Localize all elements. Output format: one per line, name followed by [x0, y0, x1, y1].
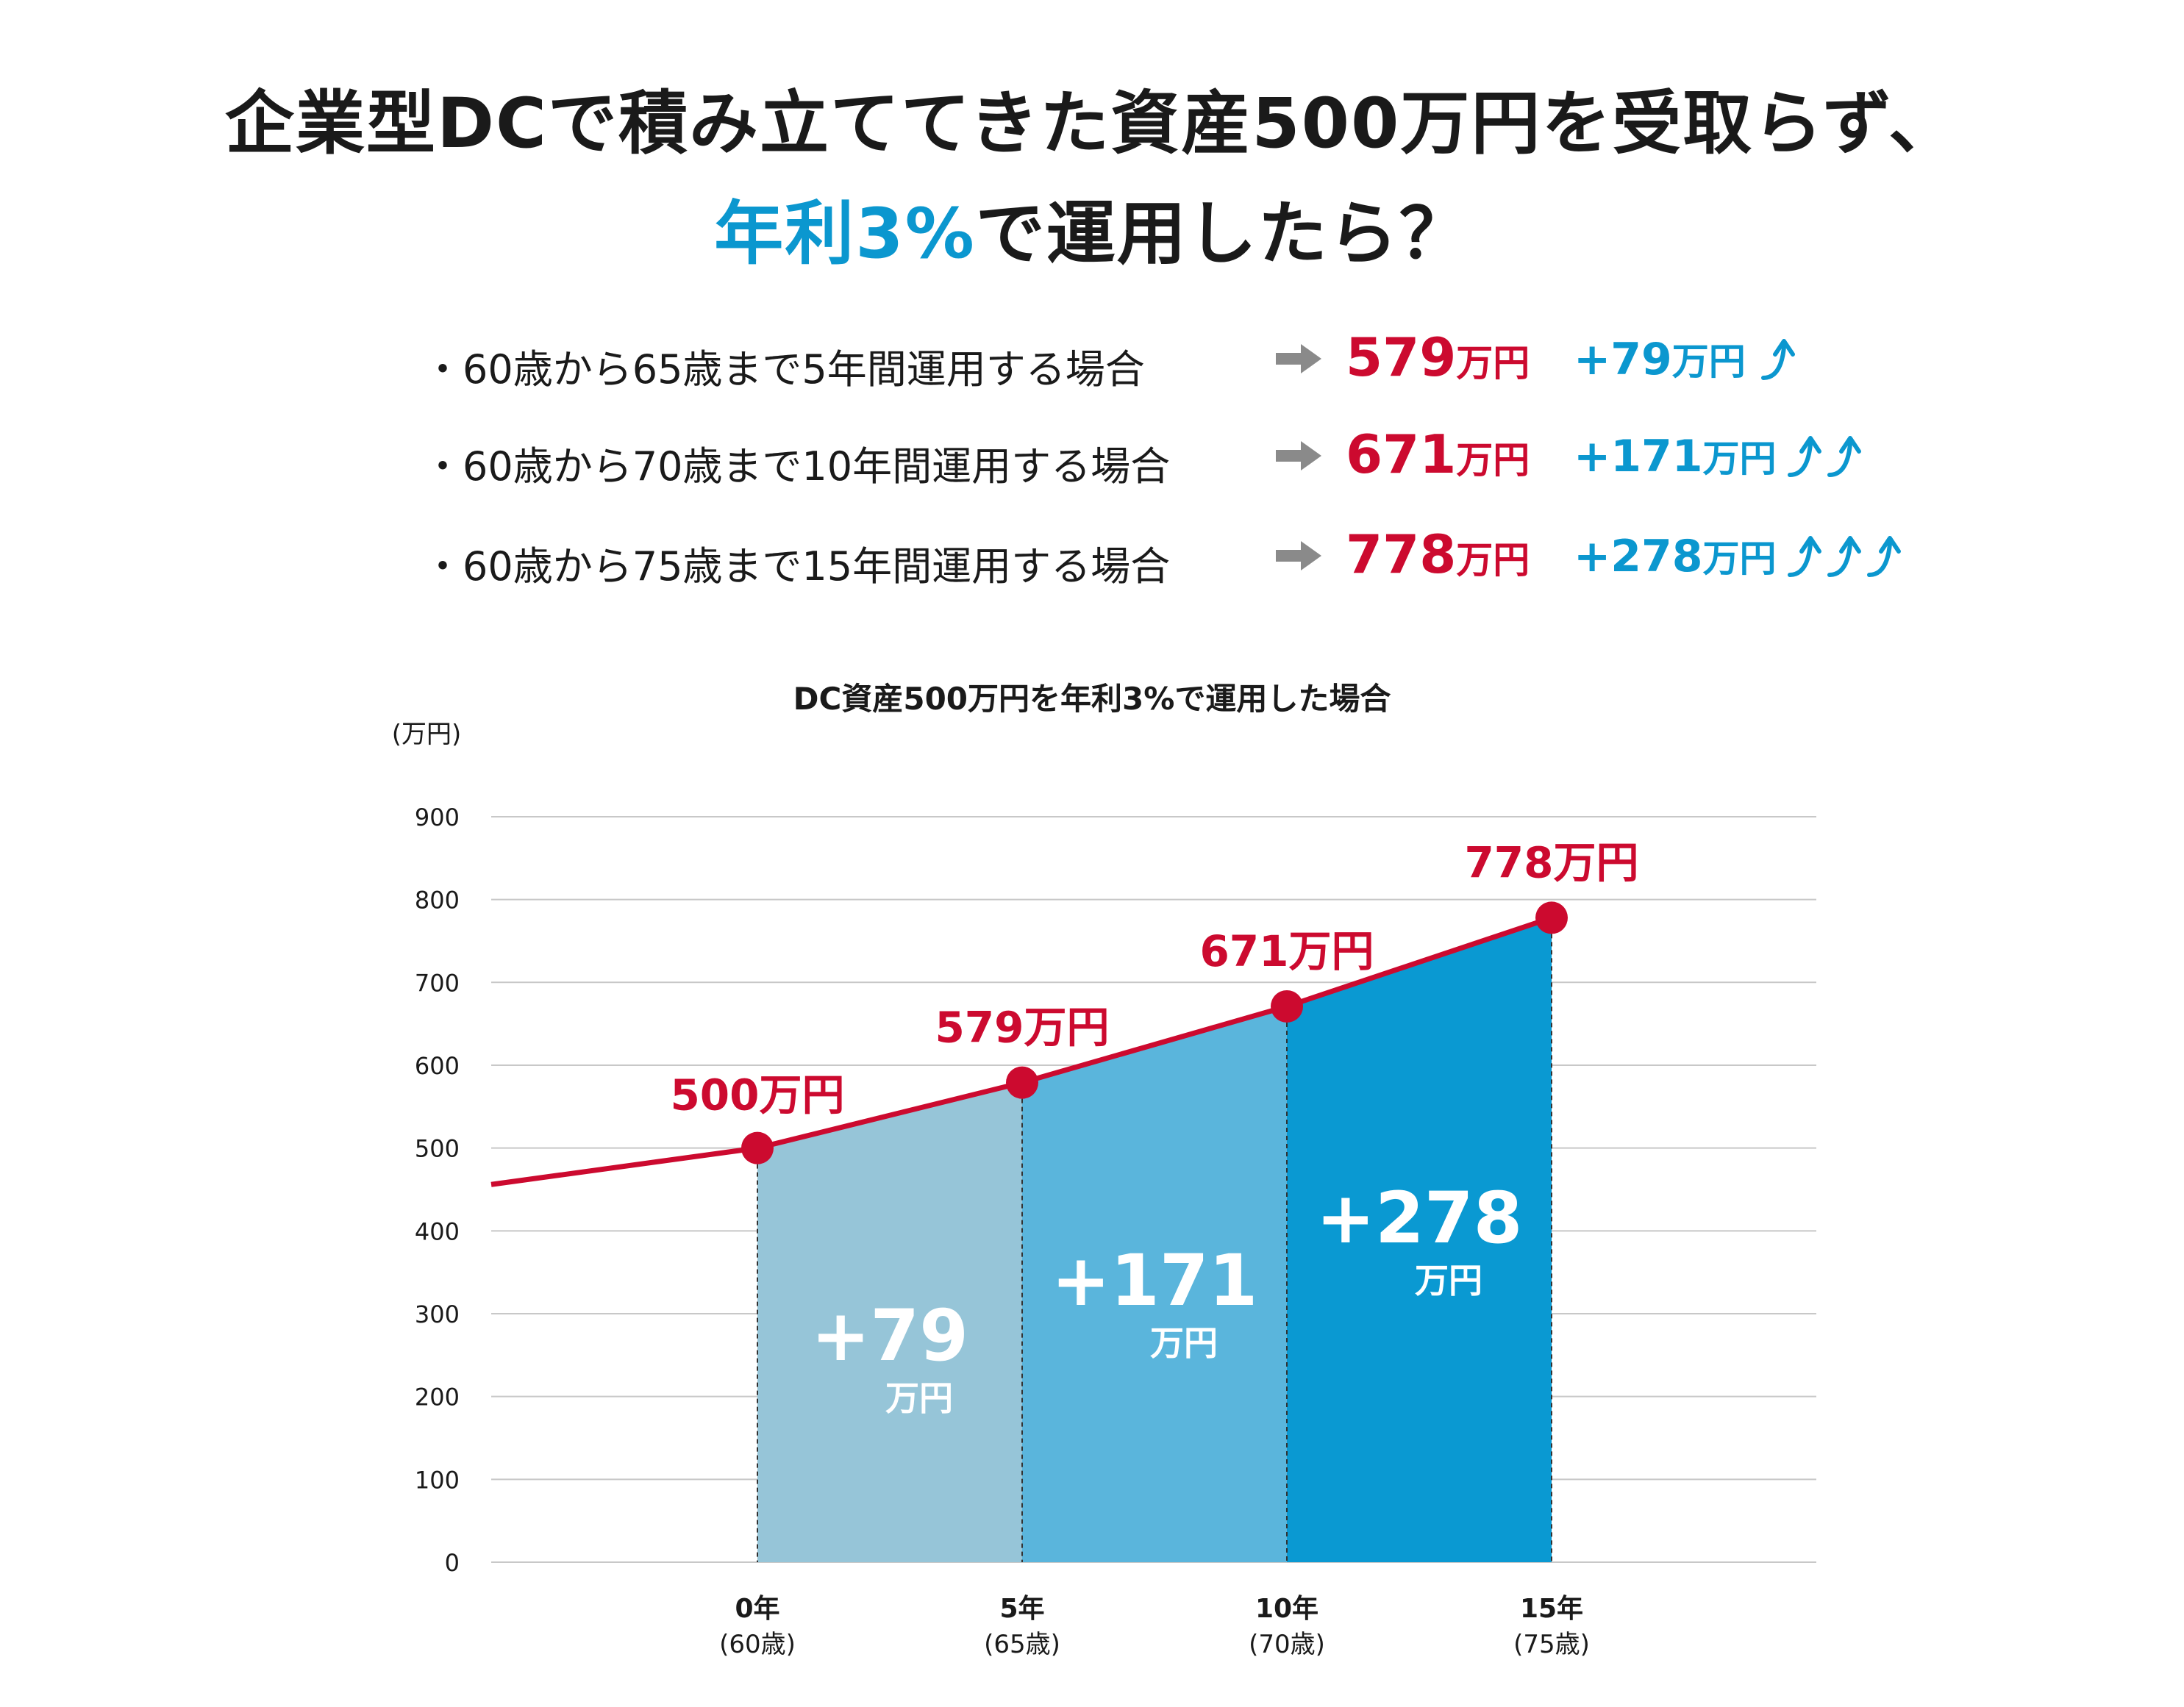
x-tick-sublabel: (75歳) — [1513, 1630, 1590, 1659]
y-tick-label: 100 — [415, 1466, 460, 1494]
data-point — [1535, 901, 1568, 934]
y-tick-label: 700 — [415, 969, 460, 997]
x-tick-label: 10年 — [1255, 1594, 1318, 1624]
data-label: 579万円 — [935, 1003, 1109, 1053]
data-label: 671万円 — [1199, 926, 1374, 976]
summary-row-15y: ・60歳から75歳まで15年間運用する場合 778万円 +278万円 — [0, 520, 2184, 590]
summary-row-5y: ・60歳から65歳まで5年間運用する場合 579万円 +79万円 — [0, 323, 2184, 393]
up-arrow-icon — [1788, 436, 1861, 477]
data-label: 500万円 — [670, 1070, 844, 1120]
y-tick-label: 600 — [415, 1052, 460, 1080]
gain-label: +171 — [1052, 1239, 1258, 1322]
summary-total: 579万円 — [1346, 326, 1530, 388]
y-tick-label: 200 — [415, 1384, 460, 1411]
x-tick-sublabel: (70歳) — [1249, 1630, 1325, 1659]
right-arrow-icon — [1276, 344, 1321, 373]
data-point — [741, 1131, 774, 1164]
summary-gain: +171万円 — [1574, 431, 1777, 482]
page-subtitle: 年利3%で運用したら？ — [0, 178, 2184, 278]
gain-area — [757, 1082, 1022, 1562]
summary-gain: +79万円 — [1574, 334, 1746, 385]
summary-gain: +278万円 — [1574, 531, 1777, 582]
summary-row-10y: ・60歳から70歳まで10年間運用する場合 671万円 +171万円 — [0, 421, 2184, 490]
summary-label: ・60歳から70歳まで10年間運用する場合 — [423, 443, 1171, 490]
summary-label: ・60歳から75歳まで15年間運用する場合 — [423, 543, 1171, 590]
right-arrow-icon — [1276, 441, 1321, 470]
y-tick-label: 500 — [415, 1135, 460, 1163]
y-tick-label: 800 — [415, 887, 460, 915]
gain-unit-label: 万円 — [1415, 1261, 1482, 1300]
y-tick-label: 300 — [415, 1300, 460, 1328]
x-tick-sublabel: (65歳) — [984, 1630, 1060, 1659]
y-tick-label: 0 — [445, 1549, 460, 1577]
interest-rate-highlight: 年利3% — [714, 194, 976, 274]
data-point — [1271, 990, 1303, 1023]
summary-label: ・60歳から65歳まで5年間運用する場合 — [423, 346, 1145, 393]
x-tick-label: 5年 — [999, 1594, 1044, 1624]
gain-unit-label: 万円 — [885, 1378, 953, 1418]
summary-total: 671万円 — [1346, 423, 1530, 485]
y-tick-label: 400 — [415, 1217, 460, 1245]
data-point — [1006, 1066, 1038, 1099]
subtitle-rest: で運用したら？ — [975, 194, 1470, 274]
y-axis-unit: (万円) — [392, 720, 462, 749]
gain-label: +278 — [1316, 1177, 1523, 1259]
y-tick-label: 900 — [415, 804, 460, 831]
gain-label: +79 — [811, 1295, 968, 1377]
gain-unit-label: 万円 — [1150, 1323, 1218, 1363]
right-arrow-icon — [1276, 541, 1321, 570]
x-tick-label: 15年 — [1520, 1594, 1583, 1624]
up-arrow-icon — [1761, 339, 1795, 380]
gain-area — [1022, 1006, 1287, 1562]
chart-title: DC資産500万円を年利3%で運用した場合 — [793, 681, 1391, 717]
summary-total: 778万円 — [1346, 523, 1530, 585]
x-tick-label: 0年 — [735, 1594, 779, 1624]
up-arrow-icon — [1788, 536, 1901, 577]
x-tick-sublabel: (60歳) — [719, 1630, 796, 1659]
data-label: 778万円 — [1464, 837, 1638, 887]
gain-area — [1287, 917, 1552, 1562]
page-title: 企業型DCで積み立ててきた資産500万円を受取らず、 — [225, 84, 1959, 164]
